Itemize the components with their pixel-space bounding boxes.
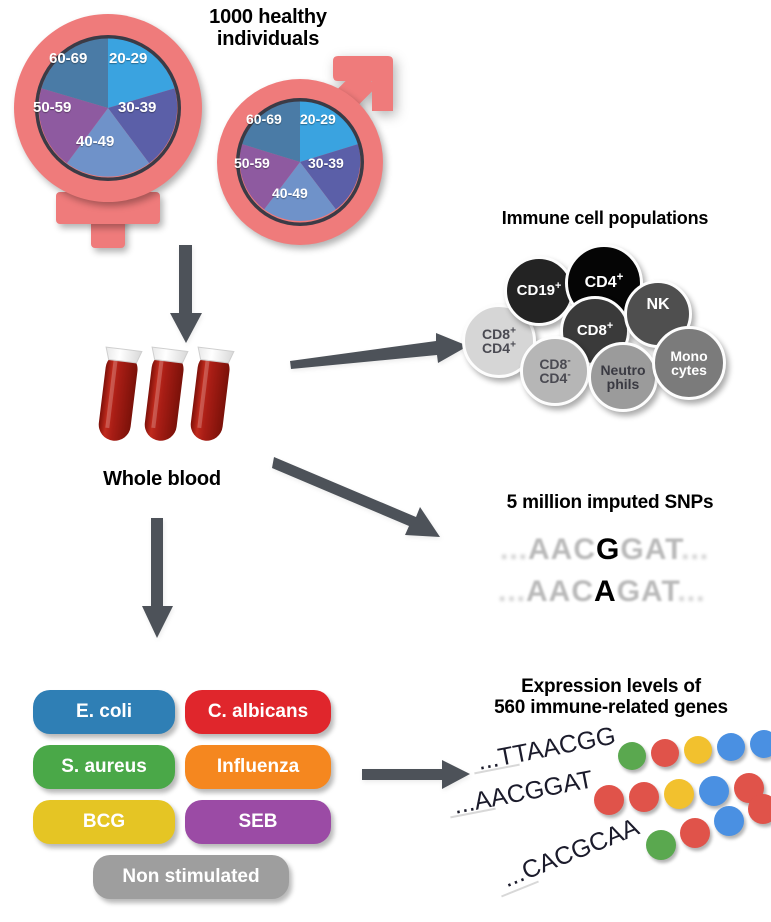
pie-slices	[38, 38, 178, 177]
immune-cell-label-line1: Neutro	[600, 361, 646, 378]
snp-suffix: ...	[677, 575, 706, 608]
mrna-strand-3: ...CACGCAA	[499, 794, 771, 910]
pie-slice-50-59	[239, 144, 300, 210]
immune-cell-label-line1: CD8-	[539, 354, 571, 372]
immune-cell-nk: NK	[624, 280, 692, 348]
cohort-title: 1000 healthy individuals	[178, 6, 358, 51]
snp-allele-row-1: ...AACGGAT...	[500, 533, 709, 567]
tube	[190, 346, 235, 441]
immune-cell-neutrophils: Neutro phils	[588, 342, 658, 412]
stimulation-pill-influenza[interactable]: Influenza	[185, 745, 331, 789]
mrna-bead	[651, 739, 679, 767]
snp-left-flank: AAC	[528, 533, 597, 566]
male-symbol: 20-29 30-39 40-49 50-59 60-69	[215, 56, 395, 245]
expression-title: Expression levels of 560 immune-related …	[455, 676, 767, 719]
pie-slices	[239, 101, 361, 222]
age-distribution-pie-male	[236, 98, 364, 226]
pie-label-50-59: 50-59	[234, 155, 270, 171]
immune-cell-monocytes: Mono cytes	[652, 326, 726, 400]
immune-cell-label-line2: cytes	[671, 362, 707, 378]
pie-label-40-49: 40-49	[272, 185, 308, 201]
arrow-stimulations-to-expression	[362, 758, 472, 792]
snp-allele-row-2: ...AACAGAT...	[498, 575, 705, 609]
immune-title: Immune cell populations	[501, 208, 709, 228]
pie-slice-50-59	[38, 88, 108, 164]
tube	[98, 346, 143, 441]
pie-slice-40-49	[264, 162, 336, 222]
pie-label-60-69: 60-69	[246, 111, 282, 127]
pie-slice-30-39	[108, 88, 178, 164]
immune-cell-cluster: CD8+ CD4+ CD19+ CD4+ CD8+ NK CD8- CD4- N…	[460, 240, 760, 420]
pie-label-60-69: 60-69	[49, 50, 88, 67]
mrna-strand-2: ...AACGGAT	[450, 765, 770, 838]
snps-title: 5 million imputed SNPs	[506, 492, 714, 513]
arrow-blood-to-stimulations	[140, 518, 176, 640]
immune-cell-label-line1: CD8+	[482, 324, 516, 342]
mrna-bead	[680, 818, 710, 848]
mrna-bead	[646, 830, 676, 860]
pie-slice-20-29	[300, 101, 359, 162]
expression-title-line1: Expression levels of	[521, 676, 701, 697]
whole-blood-label: Whole blood	[103, 468, 221, 490]
mrna-bead	[629, 782, 659, 812]
whole-blood-tubes	[95, 335, 255, 450]
pie-label-50-59: 50-59	[33, 99, 72, 116]
arrow-blood-to-immune	[288, 325, 470, 373]
tube	[144, 346, 189, 441]
immune-cell-label-line1: Mono	[670, 347, 708, 364]
immune-cell-label-line2: CD4+	[482, 339, 516, 356]
expression-title-line2: 560 immune-related genes	[494, 697, 728, 719]
snp-left-flank: AAC	[526, 575, 595, 608]
snp-variant-allele: G	[596, 533, 621, 566]
pie-label-30-39: 30-39	[308, 155, 344, 171]
snp-right-flank: GAT	[616, 575, 678, 608]
immune-cell-cd8n-cd4n: CD8- CD4-	[520, 336, 590, 406]
pie-label-30-39: 30-39	[118, 99, 157, 116]
mrna-sequence: ...TTAACGG	[475, 721, 618, 776]
mrna-bead	[714, 806, 744, 836]
mrna-bead	[717, 733, 745, 761]
mrna-bead	[618, 742, 646, 770]
stimulation-pill-seb[interactable]: SEB	[185, 800, 331, 844]
stimulation-pill-c-albicans[interactable]: C. albicans	[185, 690, 331, 734]
pie-label-40-49: 40-49	[76, 133, 115, 150]
female-symbol: 20-29 30-39 40-49 50-59 60-69	[8, 8, 208, 248]
pie-slice-20-29	[108, 38, 175, 108]
snp-variant-allele: A	[594, 575, 617, 608]
arrow-cohort-to-blood	[168, 245, 204, 345]
snp-suffix: ...	[681, 533, 710, 566]
snp-right-flank: GAT	[620, 533, 682, 566]
immune-cell-label: CD8+	[576, 320, 614, 340]
snp-prefix: ...	[500, 533, 529, 566]
immune-cell-label: CD4+	[584, 271, 624, 291]
pie-slice-60-69	[241, 101, 300, 162]
stimulation-pill-non-stimulated[interactable]: Non stimulated	[93, 855, 289, 899]
mrna-bead	[684, 736, 712, 764]
stimulation-pill-bcg[interactable]: BCG	[33, 800, 175, 844]
pie-slice-30-39	[300, 144, 361, 210]
mrna-bead	[594, 785, 624, 815]
arrow-blood-to-snps	[272, 445, 470, 545]
stimulation-pill-s-aureus[interactable]: S. aureus	[33, 745, 175, 789]
mrna-strand-1: ...TTAACGG	[470, 722, 771, 792]
immune-cell-label-line2: phils	[606, 376, 640, 392]
immune-cell-cd19p: CD19+	[504, 256, 574, 326]
cohort-title-line2: individuals	[216, 28, 320, 51]
pie-slice-60-69	[41, 38, 108, 108]
pie-slice-40-49	[66, 108, 150, 177]
mrna-bead	[750, 730, 771, 758]
immune-cell-label: NK	[646, 296, 670, 313]
pie-label-20-29: 20-29	[300, 111, 336, 127]
immune-cell-label-line2: CD4-	[539, 369, 571, 386]
mrna-bead	[664, 779, 694, 809]
mrna-bead	[699, 776, 729, 806]
snp-prefix: ...	[498, 575, 527, 608]
mrna-bead	[748, 794, 771, 824]
immune-cell-label: CD19+	[516, 280, 562, 300]
cohort-title-line1: 1000 healthy	[209, 6, 327, 28]
pie-label-20-29: 20-29	[109, 50, 148, 67]
stimulation-pill-e-coli[interactable]: E. coli	[33, 690, 175, 734]
age-distribution-pie-female	[35, 35, 181, 181]
